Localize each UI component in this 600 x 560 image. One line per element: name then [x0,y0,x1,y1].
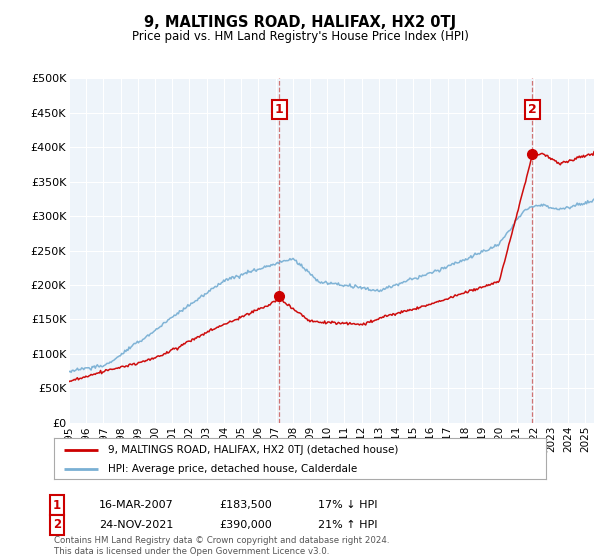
Text: 21% ↑ HPI: 21% ↑ HPI [318,520,377,530]
Text: 2: 2 [53,518,61,531]
Text: Contains HM Land Registry data © Crown copyright and database right 2024.
This d: Contains HM Land Registry data © Crown c… [54,536,389,556]
Text: 1: 1 [275,103,284,116]
Text: 1: 1 [53,498,61,512]
Text: 16-MAR-2007: 16-MAR-2007 [99,500,174,510]
Text: 17% ↓ HPI: 17% ↓ HPI [318,500,377,510]
Text: £183,500: £183,500 [219,500,272,510]
Text: 9, MALTINGS ROAD, HALIFAX, HX2 0TJ (detached house): 9, MALTINGS ROAD, HALIFAX, HX2 0TJ (deta… [108,445,398,455]
Text: HPI: Average price, detached house, Calderdale: HPI: Average price, detached house, Cald… [108,464,358,474]
Text: Price paid vs. HM Land Registry's House Price Index (HPI): Price paid vs. HM Land Registry's House … [131,30,469,43]
Text: £390,000: £390,000 [219,520,272,530]
Text: 24-NOV-2021: 24-NOV-2021 [99,520,173,530]
Text: 2: 2 [527,103,536,116]
Text: 9, MALTINGS ROAD, HALIFAX, HX2 0TJ: 9, MALTINGS ROAD, HALIFAX, HX2 0TJ [144,15,456,30]
